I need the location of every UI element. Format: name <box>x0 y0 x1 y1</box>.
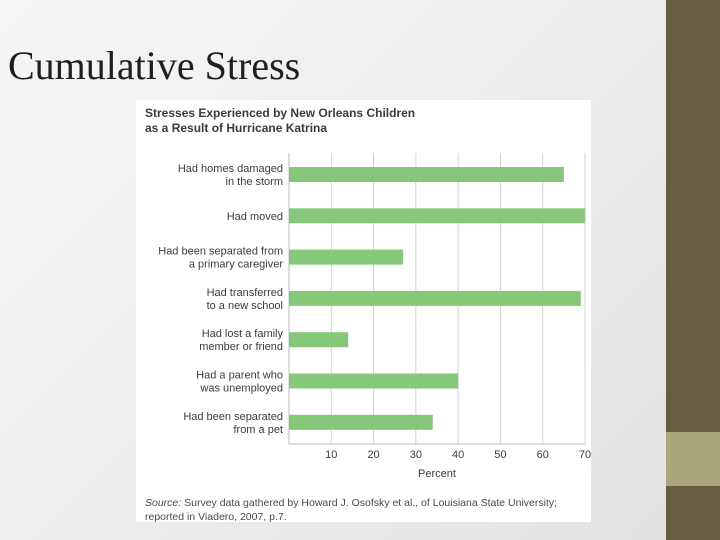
x-tick-label: 30 <box>410 449 422 461</box>
bar <box>289 167 564 182</box>
chart-figure: Stresses Experienced by New Orleans Chil… <box>136 100 591 524</box>
x-tick-label: 60 <box>537 449 549 461</box>
category-label: Had homes damaged <box>178 163 283 175</box>
x-tick-label: 10 <box>325 449 337 461</box>
x-tick-label: 70 <box>579 449 591 461</box>
right-accent-block <box>666 432 720 486</box>
bar <box>289 332 349 348</box>
category-label: to a new school <box>207 300 283 312</box>
chart-title: Stresses Experienced by New Orleans Chil… <box>145 106 415 136</box>
source-prefix: Source: <box>145 497 182 509</box>
slide-title: Cumulative Stress <box>8 43 301 88</box>
category-label: in the storm <box>226 176 283 188</box>
bar <box>289 414 433 430</box>
chart-source-note: Source: Survey data gathered by Howard J… <box>145 496 585 524</box>
category-label: Had been separated from <box>158 246 283 258</box>
category-label: Had been separated <box>183 411 283 423</box>
category-label: Had lost a family <box>202 328 284 340</box>
x-axis-label: Percent <box>418 468 456 480</box>
bar <box>289 249 404 265</box>
source-text-1: Survey data gathered by Howard J. Osofsk… <box>181 497 558 509</box>
bar <box>289 208 585 224</box>
category-label: a primary caregiver <box>189 259 283 271</box>
category-label: Had moved <box>227 211 283 223</box>
category-label: Had transferred <box>207 287 283 299</box>
x-tick-label: 40 <box>452 449 464 461</box>
bar <box>289 373 459 389</box>
chart-title-line-1: Stresses Experienced by New Orleans Chil… <box>145 106 416 120</box>
category-label: from a pet <box>233 424 283 436</box>
source-line-2: reported in Viadero, 2007, p.7. <box>145 511 287 523</box>
category-label: Had a parent who <box>196 370 283 382</box>
x-tick-label: 50 <box>494 449 506 461</box>
category-label: member or friend <box>199 341 283 353</box>
bar <box>289 290 581 306</box>
x-tick-label: 20 <box>367 449 379 461</box>
chart-title-line-2: as a Result of Hurricane Katrina <box>145 121 328 135</box>
category-label: was unemployed <box>199 383 283 395</box>
source-line-1: Source: Survey data gathered by Howard J… <box>145 496 585 510</box>
